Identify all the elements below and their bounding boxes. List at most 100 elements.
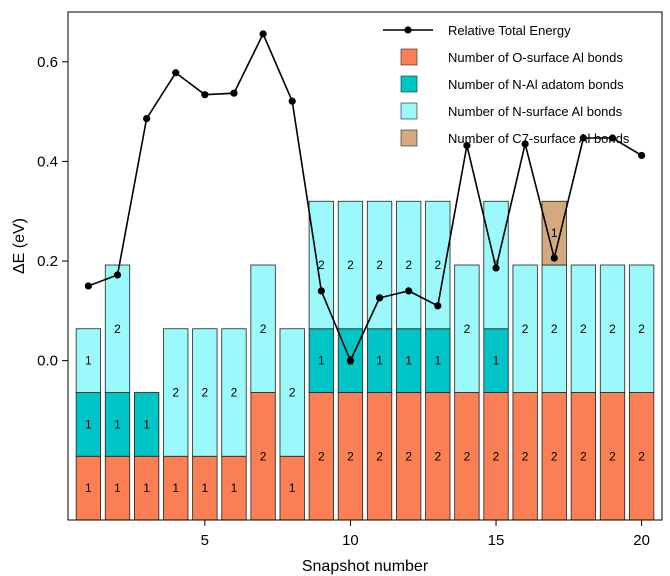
energy-point-10 xyxy=(346,357,355,365)
bar-segment-4-snapshot-17 xyxy=(541,200,567,266)
bar-segment-label: 1 xyxy=(493,354,500,368)
bar-segment-2-snapshot-3 xyxy=(133,392,160,457)
legend: Relative Total Energy Number of O-surface… xyxy=(383,23,630,147)
bar-segment-label: 1 xyxy=(318,354,325,368)
y-axis-title: ΔE (eV) xyxy=(11,218,28,274)
bar-segment-3-snapshot-4 xyxy=(163,328,189,457)
bar-segment-3-snapshot-7 xyxy=(250,264,276,393)
energy-point-14 xyxy=(463,141,471,150)
bar-segment-label: 2 xyxy=(638,449,645,463)
bar-segment-label: 2 xyxy=(551,322,558,336)
bar-segment-label: 2 xyxy=(114,322,121,336)
x-tick-label: 5 xyxy=(201,532,209,549)
bar-segment-label: 2 xyxy=(231,386,238,400)
energy-point-3 xyxy=(143,114,151,123)
energy-point-5 xyxy=(201,91,209,99)
bar-segment-label: 2 xyxy=(522,449,529,463)
legend-entry-label: Number of N-Al adatom bonds xyxy=(448,77,624,92)
bar-segment-label: 1 xyxy=(114,417,121,431)
bar-segment-label: 2 xyxy=(609,449,616,463)
energy-point-7 xyxy=(259,30,267,38)
energy-point-9 xyxy=(317,287,325,295)
bar-segment-label: 2 xyxy=(260,449,267,463)
legend-swatch xyxy=(400,48,418,66)
bar-segment-label: 1 xyxy=(172,481,179,495)
bar-segment-label: 2 xyxy=(318,449,325,463)
x-tick-label: 15 xyxy=(488,532,505,549)
energy-line-layer xyxy=(84,30,646,365)
bar-segment-label: 2 xyxy=(522,322,529,336)
energy-point-19 xyxy=(608,134,617,142)
bar-segment-2-snapshot-1 xyxy=(75,392,102,457)
bar-segment-2-snapshot-12 xyxy=(396,328,422,393)
bar-segment-label: 2 xyxy=(260,322,267,336)
bar-segment-1-snapshot-12 xyxy=(396,392,422,521)
bar-segment-label: 1 xyxy=(289,481,296,495)
legend-line-marker xyxy=(404,26,412,34)
energy-point-17 xyxy=(550,254,558,262)
x-tick-label: 20 xyxy=(633,532,650,549)
legend-entry-label: Number of N-surface Al bonds xyxy=(448,104,623,119)
bar-segment-1-snapshot-20 xyxy=(628,392,655,521)
bar-segment-label: 1 xyxy=(231,481,238,495)
bar-segment-label: 2 xyxy=(202,386,209,400)
energy-point-8 xyxy=(288,97,296,105)
bar-segment-label: 1 xyxy=(434,354,441,368)
y-tick-label: 0.0 xyxy=(37,353,58,370)
bar-segment-1-snapshot-1 xyxy=(75,455,102,521)
bar-segment-2-snapshot-2 xyxy=(104,392,131,457)
energy-point-11 xyxy=(375,294,384,302)
y-tick-label: 0.4 xyxy=(37,153,58,170)
bar-segment-label: 1 xyxy=(85,417,92,431)
bar-segment-label: 2 xyxy=(434,449,441,463)
bar-segment-label: 2 xyxy=(289,386,296,400)
legend-entry-label: Number of O-surface Al bonds xyxy=(448,50,623,65)
energy-point-20 xyxy=(638,151,646,160)
energy-line xyxy=(88,32,643,363)
energy-point-15 xyxy=(492,264,500,272)
x-tick-label: 10 xyxy=(342,532,359,549)
bars-layer: 1 1 1 1 1 2 1 1 1 2 1 2 1 2 2 2 1 2 2 1 2 2 1 2 2 1 2 2 1 2 2 1 2 2 2 2 1 2 2 2… xyxy=(75,200,655,521)
bar-segment-3-snapshot-6 xyxy=(221,328,247,457)
bar-segment-3-snapshot-12 xyxy=(396,200,422,330)
energy-point-2 xyxy=(113,271,122,279)
legend-swatch xyxy=(400,129,418,147)
bar-segment-label: 2 xyxy=(376,258,383,272)
bar-segment-2-snapshot-9 xyxy=(308,328,334,393)
bar-segment-label: 2 xyxy=(580,322,587,336)
bar-segment-3-snapshot-1 xyxy=(75,328,102,393)
bar-segment-3-snapshot-5 xyxy=(192,328,218,457)
bar-segment-3-snapshot-19 xyxy=(599,264,626,393)
bar-segment-1-snapshot-8 xyxy=(279,455,305,521)
bar-segment-3-snapshot-18 xyxy=(570,264,597,393)
bar-segment-label: 2 xyxy=(580,449,587,463)
bar-segment-3-snapshot-9 xyxy=(308,200,334,330)
energy-point-6 xyxy=(230,89,238,97)
bar-segment-2-snapshot-11 xyxy=(366,328,393,393)
bar-segment-label: 1 xyxy=(405,354,412,368)
energy-point-13 xyxy=(434,302,442,310)
bar-segment-label: 2 xyxy=(318,258,325,272)
bar-segment-1-snapshot-2 xyxy=(104,455,131,521)
energy-point-4 xyxy=(172,69,180,77)
bar-segment-1-snapshot-5 xyxy=(192,455,218,521)
energy-point-16 xyxy=(521,140,529,148)
bar-segment-label: 2 xyxy=(405,258,412,272)
bar-segment-1-snapshot-13 xyxy=(425,392,451,521)
energy-point-1 xyxy=(84,282,92,290)
bar-segment-label: 2 xyxy=(347,258,354,272)
bar-segment-label: 2 xyxy=(405,449,412,463)
y-tick-label: 0.6 xyxy=(37,54,58,71)
bar-segment-label: 2 xyxy=(464,322,471,336)
bar-segment-label: 1 xyxy=(85,481,92,495)
bar-segment-1-snapshot-9 xyxy=(308,392,334,521)
bar-segment-label: 1 xyxy=(143,481,150,495)
legend-swatch xyxy=(400,102,418,120)
bar-segment-2-snapshot-15 xyxy=(483,328,509,393)
bar-segment-3-snapshot-10 xyxy=(337,200,364,330)
legend-entry-label: Number of C7-surface Al bonds xyxy=(448,131,630,146)
bar-segment-label: 1 xyxy=(114,481,121,495)
bar-segment-3-snapshot-8 xyxy=(279,328,305,457)
bar-segment-label: 1 xyxy=(376,354,383,368)
